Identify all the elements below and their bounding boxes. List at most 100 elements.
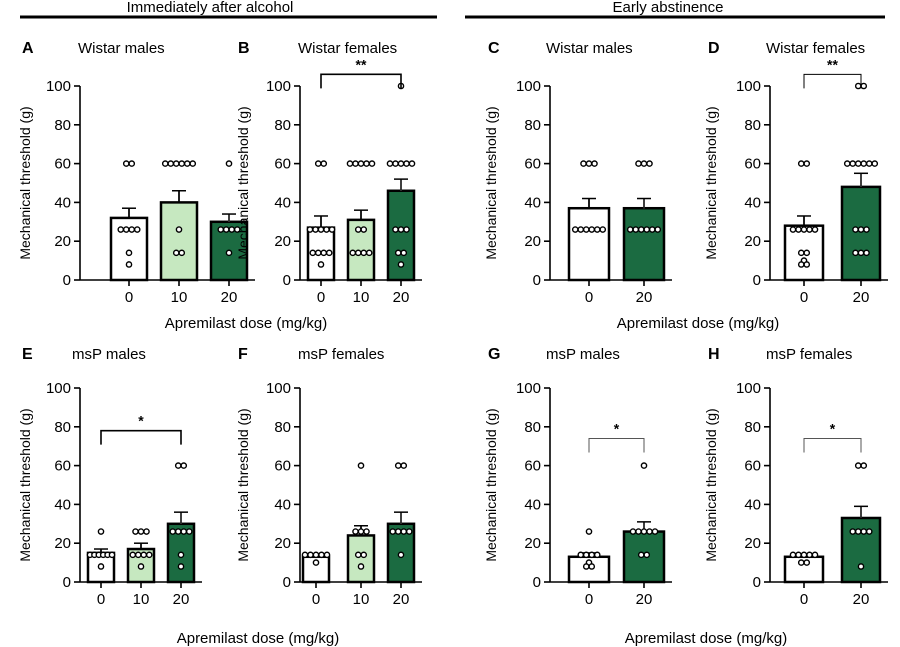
data-point bbox=[795, 226, 802, 233]
data-point bbox=[854, 528, 862, 535]
data-point bbox=[122, 160, 130, 167]
y-tick-label: 0 bbox=[63, 574, 71, 591]
data-point bbox=[626, 226, 634, 233]
data-point bbox=[354, 249, 362, 257]
data-point bbox=[174, 462, 182, 469]
data-point bbox=[97, 528, 105, 535]
data-point bbox=[588, 563, 596, 570]
data-point bbox=[143, 528, 150, 535]
data-point bbox=[593, 551, 601, 559]
significance-label: ** bbox=[356, 56, 367, 72]
data-point bbox=[177, 563, 185, 570]
bar bbox=[622, 206, 666, 282]
data-point bbox=[312, 551, 320, 559]
data-point bbox=[629, 528, 637, 535]
y-tick-label: 0 bbox=[63, 272, 71, 289]
data-point bbox=[174, 528, 182, 535]
data-point bbox=[328, 226, 336, 233]
data-point bbox=[806, 551, 813, 559]
data-point bbox=[394, 462, 402, 469]
data-point bbox=[640, 528, 648, 535]
data-point bbox=[189, 160, 197, 167]
significance-label: * bbox=[614, 420, 620, 436]
data-point bbox=[571, 226, 579, 233]
data-point bbox=[137, 528, 145, 535]
data-point bbox=[314, 160, 322, 167]
group-title-abstinence: Early abstinence bbox=[613, 0, 724, 16]
data-point bbox=[405, 528, 413, 535]
data-point bbox=[588, 226, 596, 233]
y-tick-label: 60 bbox=[54, 458, 71, 475]
data-point bbox=[849, 528, 857, 535]
data-point bbox=[800, 551, 808, 559]
data-point bbox=[222, 226, 230, 233]
data-point bbox=[352, 528, 359, 535]
data-point bbox=[161, 160, 169, 167]
y-axis-label: Mechanical threshold (g) bbox=[235, 106, 251, 259]
y-tick-label: 0 bbox=[283, 272, 291, 289]
data-point bbox=[301, 551, 309, 559]
y-tick-label: 40 bbox=[744, 194, 761, 211]
data-point bbox=[803, 160, 811, 167]
data-point bbox=[323, 226, 330, 233]
y-tick-label: 100 bbox=[266, 78, 291, 95]
x-tick-label: 10 bbox=[133, 591, 150, 608]
data-point bbox=[167, 160, 175, 167]
bar bbox=[783, 555, 825, 584]
data-point bbox=[400, 249, 408, 257]
x-tick-label: 0 bbox=[317, 289, 325, 306]
x-axis-label-top-left: Apremilast dose (mg/kg) bbox=[165, 315, 328, 332]
data-point bbox=[145, 551, 153, 559]
y-tick-label: 100 bbox=[736, 78, 761, 95]
panel-c: C Wistar males Mechanical threshold (g) 0 20… bbox=[483, 40, 672, 306]
data-point bbox=[789, 551, 797, 559]
data-point bbox=[648, 226, 656, 233]
data-point bbox=[137, 563, 145, 570]
panel-title: msP females bbox=[298, 346, 384, 363]
data-point bbox=[363, 160, 370, 167]
y-tick-label: 40 bbox=[54, 496, 71, 513]
data-point bbox=[643, 551, 651, 559]
x-tick-label: 0 bbox=[312, 591, 320, 608]
data-point bbox=[857, 226, 865, 233]
data-point bbox=[360, 226, 368, 233]
data-point bbox=[852, 226, 859, 233]
y-tick-label: 20 bbox=[744, 233, 761, 250]
y-tick-label: 80 bbox=[524, 117, 541, 134]
y-tick-label: 0 bbox=[753, 574, 761, 591]
y-tick-label: 80 bbox=[54, 419, 71, 436]
y-tick-label: 20 bbox=[274, 233, 291, 250]
y-axis-label: Mechanical threshold (g) bbox=[235, 408, 251, 561]
data-point bbox=[175, 226, 183, 233]
y-tick-label: 80 bbox=[744, 419, 761, 436]
panel-letter: H bbox=[708, 346, 720, 363]
y-tick-label: 100 bbox=[736, 380, 761, 397]
data-point bbox=[797, 261, 805, 268]
data-point bbox=[654, 226, 662, 233]
data-point bbox=[637, 551, 645, 559]
y-axis-label: Mechanical threshold (g) bbox=[17, 106, 33, 259]
data-point bbox=[317, 261, 325, 268]
data-point bbox=[386, 160, 394, 167]
y-axis-label: Mechanical threshold (g) bbox=[483, 106, 499, 259]
y-tick-label: 20 bbox=[274, 535, 291, 552]
x-tick-label: 20 bbox=[636, 591, 653, 608]
y-tick-label: 40 bbox=[524, 496, 541, 513]
data-point bbox=[128, 160, 136, 167]
y-tick-label: 60 bbox=[744, 458, 761, 475]
data-point bbox=[857, 563, 865, 570]
data-point bbox=[392, 160, 399, 167]
significance-label: * bbox=[138, 413, 144, 429]
data-point bbox=[871, 160, 879, 167]
bar bbox=[346, 534, 376, 584]
y-axis-label: Mechanical threshold (g) bbox=[703, 106, 719, 259]
data-point bbox=[643, 226, 651, 233]
data-point bbox=[865, 528, 873, 535]
data-point bbox=[392, 226, 399, 233]
data-point bbox=[394, 528, 402, 535]
panel-title: msP females bbox=[766, 346, 852, 363]
data-point bbox=[357, 462, 365, 469]
data-point bbox=[309, 249, 317, 257]
y-tick-label: 80 bbox=[744, 117, 761, 134]
